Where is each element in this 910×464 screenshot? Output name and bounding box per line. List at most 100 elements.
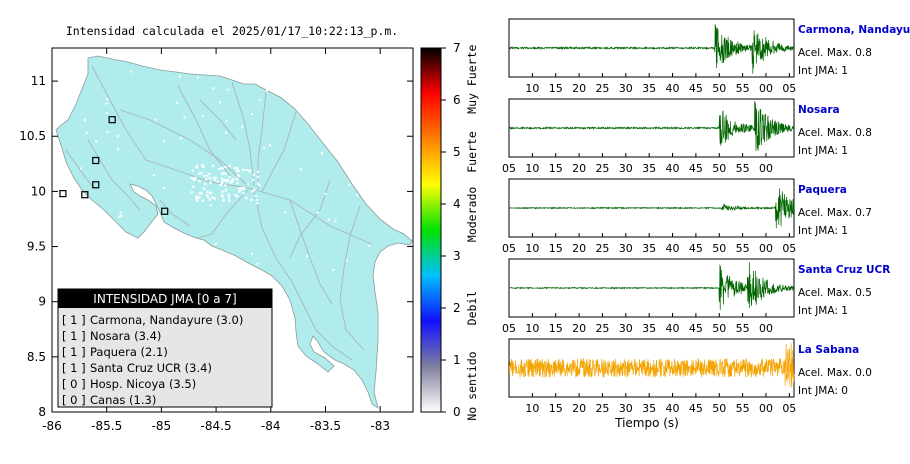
city-dot xyxy=(195,195,198,198)
trace-carmona-nandayure: 10 15 20 25 30 35 40 45 50 55 00 05 Carmona, Nandayu… xyxy=(508,18,910,95)
time-tick-label: 45 xyxy=(689,82,703,95)
city-dot xyxy=(218,101,221,104)
city-dot xyxy=(198,172,201,175)
colorbar-tick-label: 6 xyxy=(453,93,461,107)
trace-nosara: 05 10 15 20 25 30 35 40 45 50 55 00 Nosara Acel. Max.… xyxy=(502,98,872,175)
trace-jma: Int JMA: 1 xyxy=(798,305,848,317)
city-dot xyxy=(346,138,349,141)
city-dot xyxy=(222,199,225,202)
city-dot xyxy=(154,118,157,121)
city-dot xyxy=(169,259,172,262)
city-dot xyxy=(245,196,248,200)
city-dot xyxy=(80,167,83,170)
city-dot xyxy=(214,179,217,182)
city-dot xyxy=(368,191,371,194)
city-dot xyxy=(85,131,88,134)
x-tick-label: -85 xyxy=(152,419,172,433)
city-dot xyxy=(320,152,323,155)
city-dot xyxy=(202,187,206,190)
city-dot xyxy=(198,196,201,199)
city-dot xyxy=(224,131,227,134)
city-dot xyxy=(152,174,155,177)
city-dot xyxy=(191,169,194,172)
time-tick-label: 25 xyxy=(595,402,609,415)
city-dot xyxy=(222,172,226,175)
city-dot xyxy=(193,177,196,180)
city-dot xyxy=(221,172,224,175)
city-dots xyxy=(80,70,371,271)
city-dot xyxy=(221,190,224,193)
city-dot xyxy=(250,113,253,116)
city-dot xyxy=(254,194,258,198)
trace-station-name: La Sabana xyxy=(798,344,859,356)
city-dot xyxy=(130,70,133,73)
time-tick-label: 25 xyxy=(595,82,609,95)
city-dot xyxy=(106,131,109,134)
city-dot xyxy=(218,167,221,171)
time-tick-label: 45 xyxy=(689,242,703,255)
colorbar-ticks: 0 1 2 3 4 5 6 7 xyxy=(441,41,461,419)
city-dot xyxy=(346,259,349,262)
time-tick-label: 05 xyxy=(502,162,516,175)
city-dot xyxy=(224,189,228,192)
city-dot xyxy=(257,182,260,185)
time-tick-label: 10 xyxy=(525,242,539,255)
time-tick-label: 35 xyxy=(642,242,656,255)
city-dot xyxy=(228,164,232,168)
city-dot xyxy=(246,183,249,186)
x-tick-label: -84 xyxy=(261,419,281,433)
city-dot xyxy=(209,181,212,184)
city-dot xyxy=(208,198,211,201)
city-dot xyxy=(224,184,227,187)
city-dot xyxy=(332,268,335,271)
city-dot xyxy=(231,180,234,184)
costa-rica-land xyxy=(55,55,413,409)
trace-accel: Acel. Max. 0.0 xyxy=(798,367,872,379)
time-tick-label: 40 xyxy=(666,402,680,415)
legend-level: [ 0 ] xyxy=(62,393,86,407)
time-tick-label: 05 xyxy=(782,402,796,415)
city-dot xyxy=(216,180,219,183)
time-tick-label: 45 xyxy=(689,322,703,335)
city-dot xyxy=(324,192,327,195)
city-dot xyxy=(248,170,251,173)
city-dot xyxy=(255,202,258,205)
city-dot xyxy=(201,164,204,167)
city-dot xyxy=(368,244,371,247)
land-layer xyxy=(55,55,413,409)
time-tick-label: 25 xyxy=(595,242,609,255)
time-tick-label: 30 xyxy=(619,82,633,95)
waveform-line xyxy=(508,101,795,151)
x-tick-label: -83.5 xyxy=(310,419,341,433)
time-tick-label: 35 xyxy=(642,322,656,335)
x-tick-label: -84.5 xyxy=(201,419,232,433)
city-dot xyxy=(223,178,226,182)
intensity-legend: INTENSIDAD JMA [0 a 7] [ 1 ] Carmona, Nan… xyxy=(57,288,273,408)
time-tick-label: 15 xyxy=(549,322,563,335)
city-dot xyxy=(221,179,224,183)
time-tick-label: 55 xyxy=(736,82,750,95)
city-dot xyxy=(105,102,108,105)
station-marker xyxy=(81,191,89,199)
city-dot xyxy=(228,199,231,202)
time-tick-label: 00 xyxy=(759,82,773,95)
time-tick-label: 05 xyxy=(782,242,796,255)
intensity-map: Intensidad calculada el 2025/01/17_10:22… xyxy=(19,24,479,433)
city-dot xyxy=(220,194,223,197)
time-tick-label: 55 xyxy=(736,242,750,255)
x-tick-label: -83 xyxy=(370,419,390,433)
city-dot xyxy=(264,82,267,85)
time-tick-label: 00 xyxy=(759,162,773,175)
intensity-class-label: Fuerte xyxy=(465,131,479,173)
city-dot xyxy=(95,140,98,143)
city-dot xyxy=(242,187,245,190)
city-dot xyxy=(190,176,193,180)
city-dot xyxy=(195,166,199,169)
city-dot xyxy=(208,172,211,175)
city-dot xyxy=(227,193,230,197)
legend-entries: [ 1 ] Carmona, Nandayure (3.0) [ 1 ] Nosara… xyxy=(62,313,243,407)
waveform-line xyxy=(508,343,795,388)
colorbar-tick-label: 4 xyxy=(453,197,461,211)
time-tick-label: 25 xyxy=(595,162,609,175)
city-dot xyxy=(162,140,165,143)
